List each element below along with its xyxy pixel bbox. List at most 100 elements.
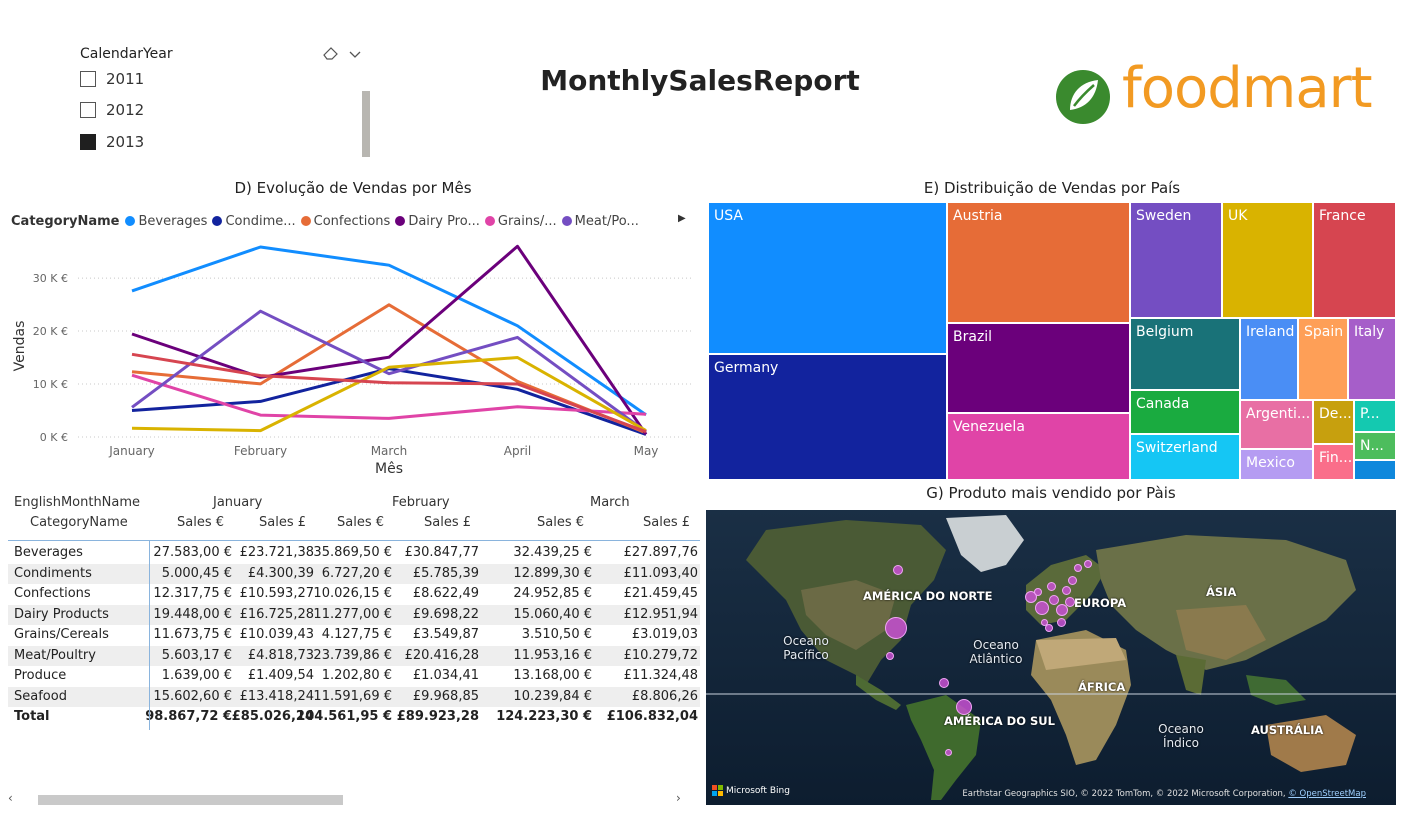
measure-header[interactable]: Sales £: [642, 515, 690, 530]
table-cell: 10.026,15 €: [313, 586, 392, 601]
openstreetmap-link[interactable]: © OpenStreetMap: [1288, 789, 1366, 799]
treemap-cell-spain[interactable]: Spain: [1298, 318, 1348, 400]
x-tick-label: January: [108, 444, 155, 458]
treemap-cell-italy[interactable]: Italy: [1348, 318, 1396, 400]
scrollbar-thumb[interactable]: [38, 795, 343, 805]
eraser-icon[interactable]: [322, 47, 344, 64]
map-bubble[interactable]: [1074, 564, 1082, 572]
table-cell: £10.279,72: [623, 647, 698, 663]
measure-header[interactable]: Sales €: [176, 515, 224, 530]
map-bubble[interactable]: [893, 565, 903, 575]
checkbox-2012[interactable]: [80, 102, 96, 118]
matrix-horizontal-scrollbar[interactable]: ‹ ›: [8, 791, 692, 807]
y-tick-label: 10 K €: [33, 378, 68, 391]
map-bubble[interactable]: [1084, 560, 1092, 568]
map-bubble[interactable]: [939, 678, 949, 688]
top-product-by-country-map[interactable]: AMÉRICA DO NORTE EUROPA ÁSIA ÁFRICA AMÉR…: [706, 510, 1396, 805]
column-header-month[interactable]: February: [392, 495, 450, 510]
measure-header[interactable]: Sales £: [258, 515, 306, 530]
map-bubble[interactable]: [1045, 624, 1053, 632]
total-row: Total 98.867,72 € £85.026,24 104.561,95 € £8…: [8, 707, 700, 728]
treemap-cell-ireland[interactable]: Ireland: [1240, 318, 1298, 400]
series-line-seafood[interactable]: [131, 352, 647, 434]
treemap-cell-p[interactable]: P...: [1354, 400, 1396, 432]
foodmart-logo: foodmart: [1052, 56, 1373, 138]
legend-item[interactable]: Meat/Po...: [561, 214, 639, 229]
table-cell: 19.448,00 €: [153, 606, 232, 622]
chevron-down-icon[interactable]: [348, 48, 362, 64]
map-bubble[interactable]: [956, 699, 972, 715]
line-chart-plot: 0 K € 10 K € 20 K € 30 K € January February Ma…: [12, 244, 693, 476]
map-bubble[interactable]: [944, 748, 952, 756]
series-line-meat-poultry[interactable]: [131, 309, 647, 433]
x-tick-label: March: [371, 444, 408, 458]
treemap-cell-uk[interactable]: UK: [1222, 202, 1313, 318]
treemap-cell-sweden[interactable]: Sweden: [1130, 202, 1222, 318]
slicer-item-2012[interactable]: 2012: [80, 99, 144, 121]
map-bubble[interactable]: [1065, 597, 1075, 607]
treemap-cell-austria[interactable]: Austria: [947, 202, 1130, 323]
treemap-cell-usa[interactable]: USA: [708, 202, 947, 354]
treemap-cell-n[interactable]: N...: [1354, 432, 1396, 460]
map-bubble[interactable]: [886, 652, 894, 660]
legend-next-arrow-icon[interactable]: ▶: [678, 213, 686, 224]
table-cell: £20.416,28: [404, 647, 479, 663]
treemap-cell-mexico[interactable]: Mexico: [1240, 449, 1313, 480]
scroll-left-icon[interactable]: ‹: [8, 791, 13, 805]
treemap-cell-de[interactable]: De...: [1313, 400, 1354, 444]
map-bubble[interactable]: [1035, 601, 1049, 615]
treemap-cell-france[interactable]: France: [1313, 202, 1396, 318]
table-cell: 5.000,45 €: [161, 565, 232, 581]
legend-item[interactable]: Grains/...: [484, 214, 557, 229]
legend-item[interactable]: Condime...: [212, 214, 296, 229]
series-line-dairy-products[interactable]: [131, 244, 648, 436]
slicer-item-2013[interactable]: 2013: [80, 131, 144, 153]
legend-item[interactable]: Confections: [300, 214, 390, 229]
checkbox-2011[interactable]: [80, 71, 96, 87]
treemap-cell-brazil[interactable]: Brazil: [947, 323, 1130, 413]
checkbox-2013[interactable]: [80, 134, 96, 150]
label-south-america: AMÉRICA DO SUL: [944, 714, 1055, 728]
slicer-scrollbar[interactable]: [362, 91, 370, 157]
treemap-cell-canada[interactable]: Canada: [1130, 390, 1240, 434]
measure-header[interactable]: Sales €: [336, 515, 384, 530]
series-line-beverages[interactable]: [131, 245, 647, 417]
treemap-cell-argenti[interactable]: Argenti...: [1240, 400, 1313, 449]
row-header-month: EnglishMonthName: [14, 495, 141, 510]
series-line-grains-cereals[interactable]: [131, 373, 647, 420]
treemap-cell-germany[interactable]: Germany: [708, 354, 947, 480]
map-bubble[interactable]: [1061, 585, 1071, 595]
slicer-item-2011[interactable]: 2011: [80, 68, 144, 90]
series-line-produce[interactable]: [131, 356, 647, 433]
table-cell: £89.923,28: [396, 709, 479, 724]
measure-header[interactable]: Sales €: [536, 515, 584, 530]
map-bubble[interactable]: [1040, 618, 1048, 626]
sales-by-month-line-chart[interactable]: D) Evolução de Vendas por Mês CategoryNa…: [8, 176, 698, 476]
legend-item[interactable]: Dairy Pro...: [395, 214, 480, 229]
sales-by-country-treemap[interactable]: USA Germany Austria Brazil Venezuela Sweden UK…: [708, 202, 1396, 480]
treemap-cell-other[interactable]: [1354, 460, 1396, 480]
map-bubble[interactable]: [1049, 595, 1059, 605]
map-bubble[interactable]: [1034, 588, 1042, 596]
column-header-month[interactable]: January: [213, 495, 263, 510]
slicer-title: CalendarYear: [80, 46, 173, 62]
table-cell: 15.060,40 €: [513, 606, 592, 622]
map-bubble[interactable]: [1046, 581, 1056, 591]
microsoft-logo-icon: [712, 785, 723, 796]
map-bubble[interactable]: [1056, 604, 1068, 616]
measure-header[interactable]: Sales £: [423, 515, 471, 530]
row-label: Beverages: [14, 545, 83, 560]
column-header-month[interactable]: March: [590, 495, 630, 510]
table-cell: 23.739,86 €: [313, 647, 392, 663]
scroll-right-icon[interactable]: ›: [676, 791, 681, 805]
sales-matrix[interactable]: EnglishMonthName CategoryName January Fe…: [8, 492, 700, 738]
treemap-cell-venezuela[interactable]: Venezuela: [947, 413, 1130, 480]
treemap-cell-fin[interactable]: Fin...: [1313, 444, 1354, 480]
legend-item[interactable]: Beverages: [125, 214, 207, 229]
treemap-cell-belgium[interactable]: Belgium: [1130, 318, 1240, 390]
map-bubble[interactable]: [885, 617, 907, 639]
credits-text: Earthstar Geographics SIO, © 2022 TomTom…: [962, 789, 1286, 799]
treemap-cell-switzerland[interactable]: Switzerland: [1130, 434, 1240, 480]
map-bubble[interactable]: [1067, 575, 1077, 585]
map-bubble[interactable]: [1056, 617, 1066, 627]
